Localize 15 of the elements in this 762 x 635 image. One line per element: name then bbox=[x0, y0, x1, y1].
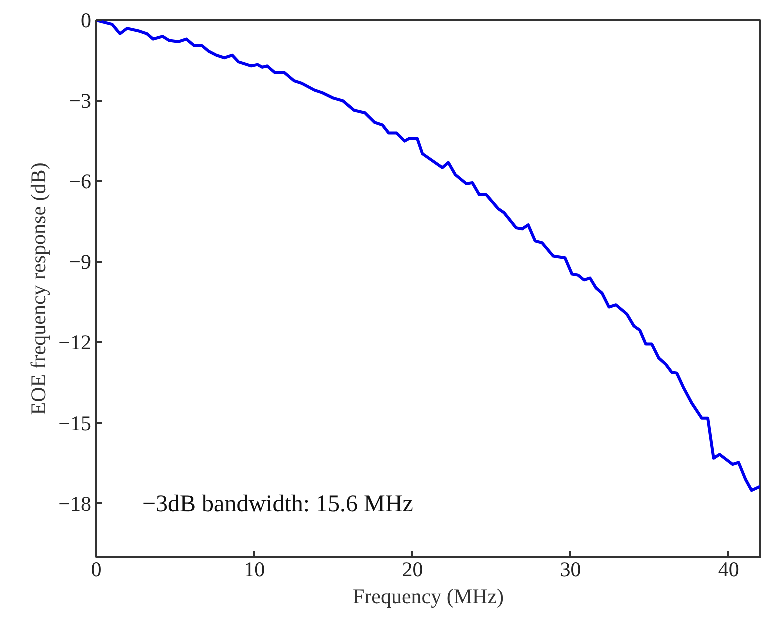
y-tick-label: −6 bbox=[69, 170, 92, 194]
y-tick-label: −9 bbox=[69, 250, 92, 274]
y-axis-title: EOE frequency response (dB) bbox=[26, 162, 51, 416]
x-tick-label: 30 bbox=[560, 558, 582, 582]
x-axis-title: Frequency (MHz) bbox=[352, 584, 504, 608]
x-tick-label: 20 bbox=[402, 558, 424, 582]
y-tick-label: 0 bbox=[81, 8, 92, 32]
line-series bbox=[96, 20, 760, 492]
y-tick-label: −15 bbox=[58, 411, 92, 436]
y-tick-label: −18 bbox=[58, 492, 92, 516]
y-tick-label: −12 bbox=[58, 330, 92, 355]
y-tick-label: −3 bbox=[69, 89, 92, 114]
x-tick-label: 10 bbox=[244, 558, 266, 582]
x-tick-label: 40 bbox=[718, 558, 740, 582]
annotation: −3dB bandwidth: 15.6 MHz bbox=[142, 492, 414, 518]
